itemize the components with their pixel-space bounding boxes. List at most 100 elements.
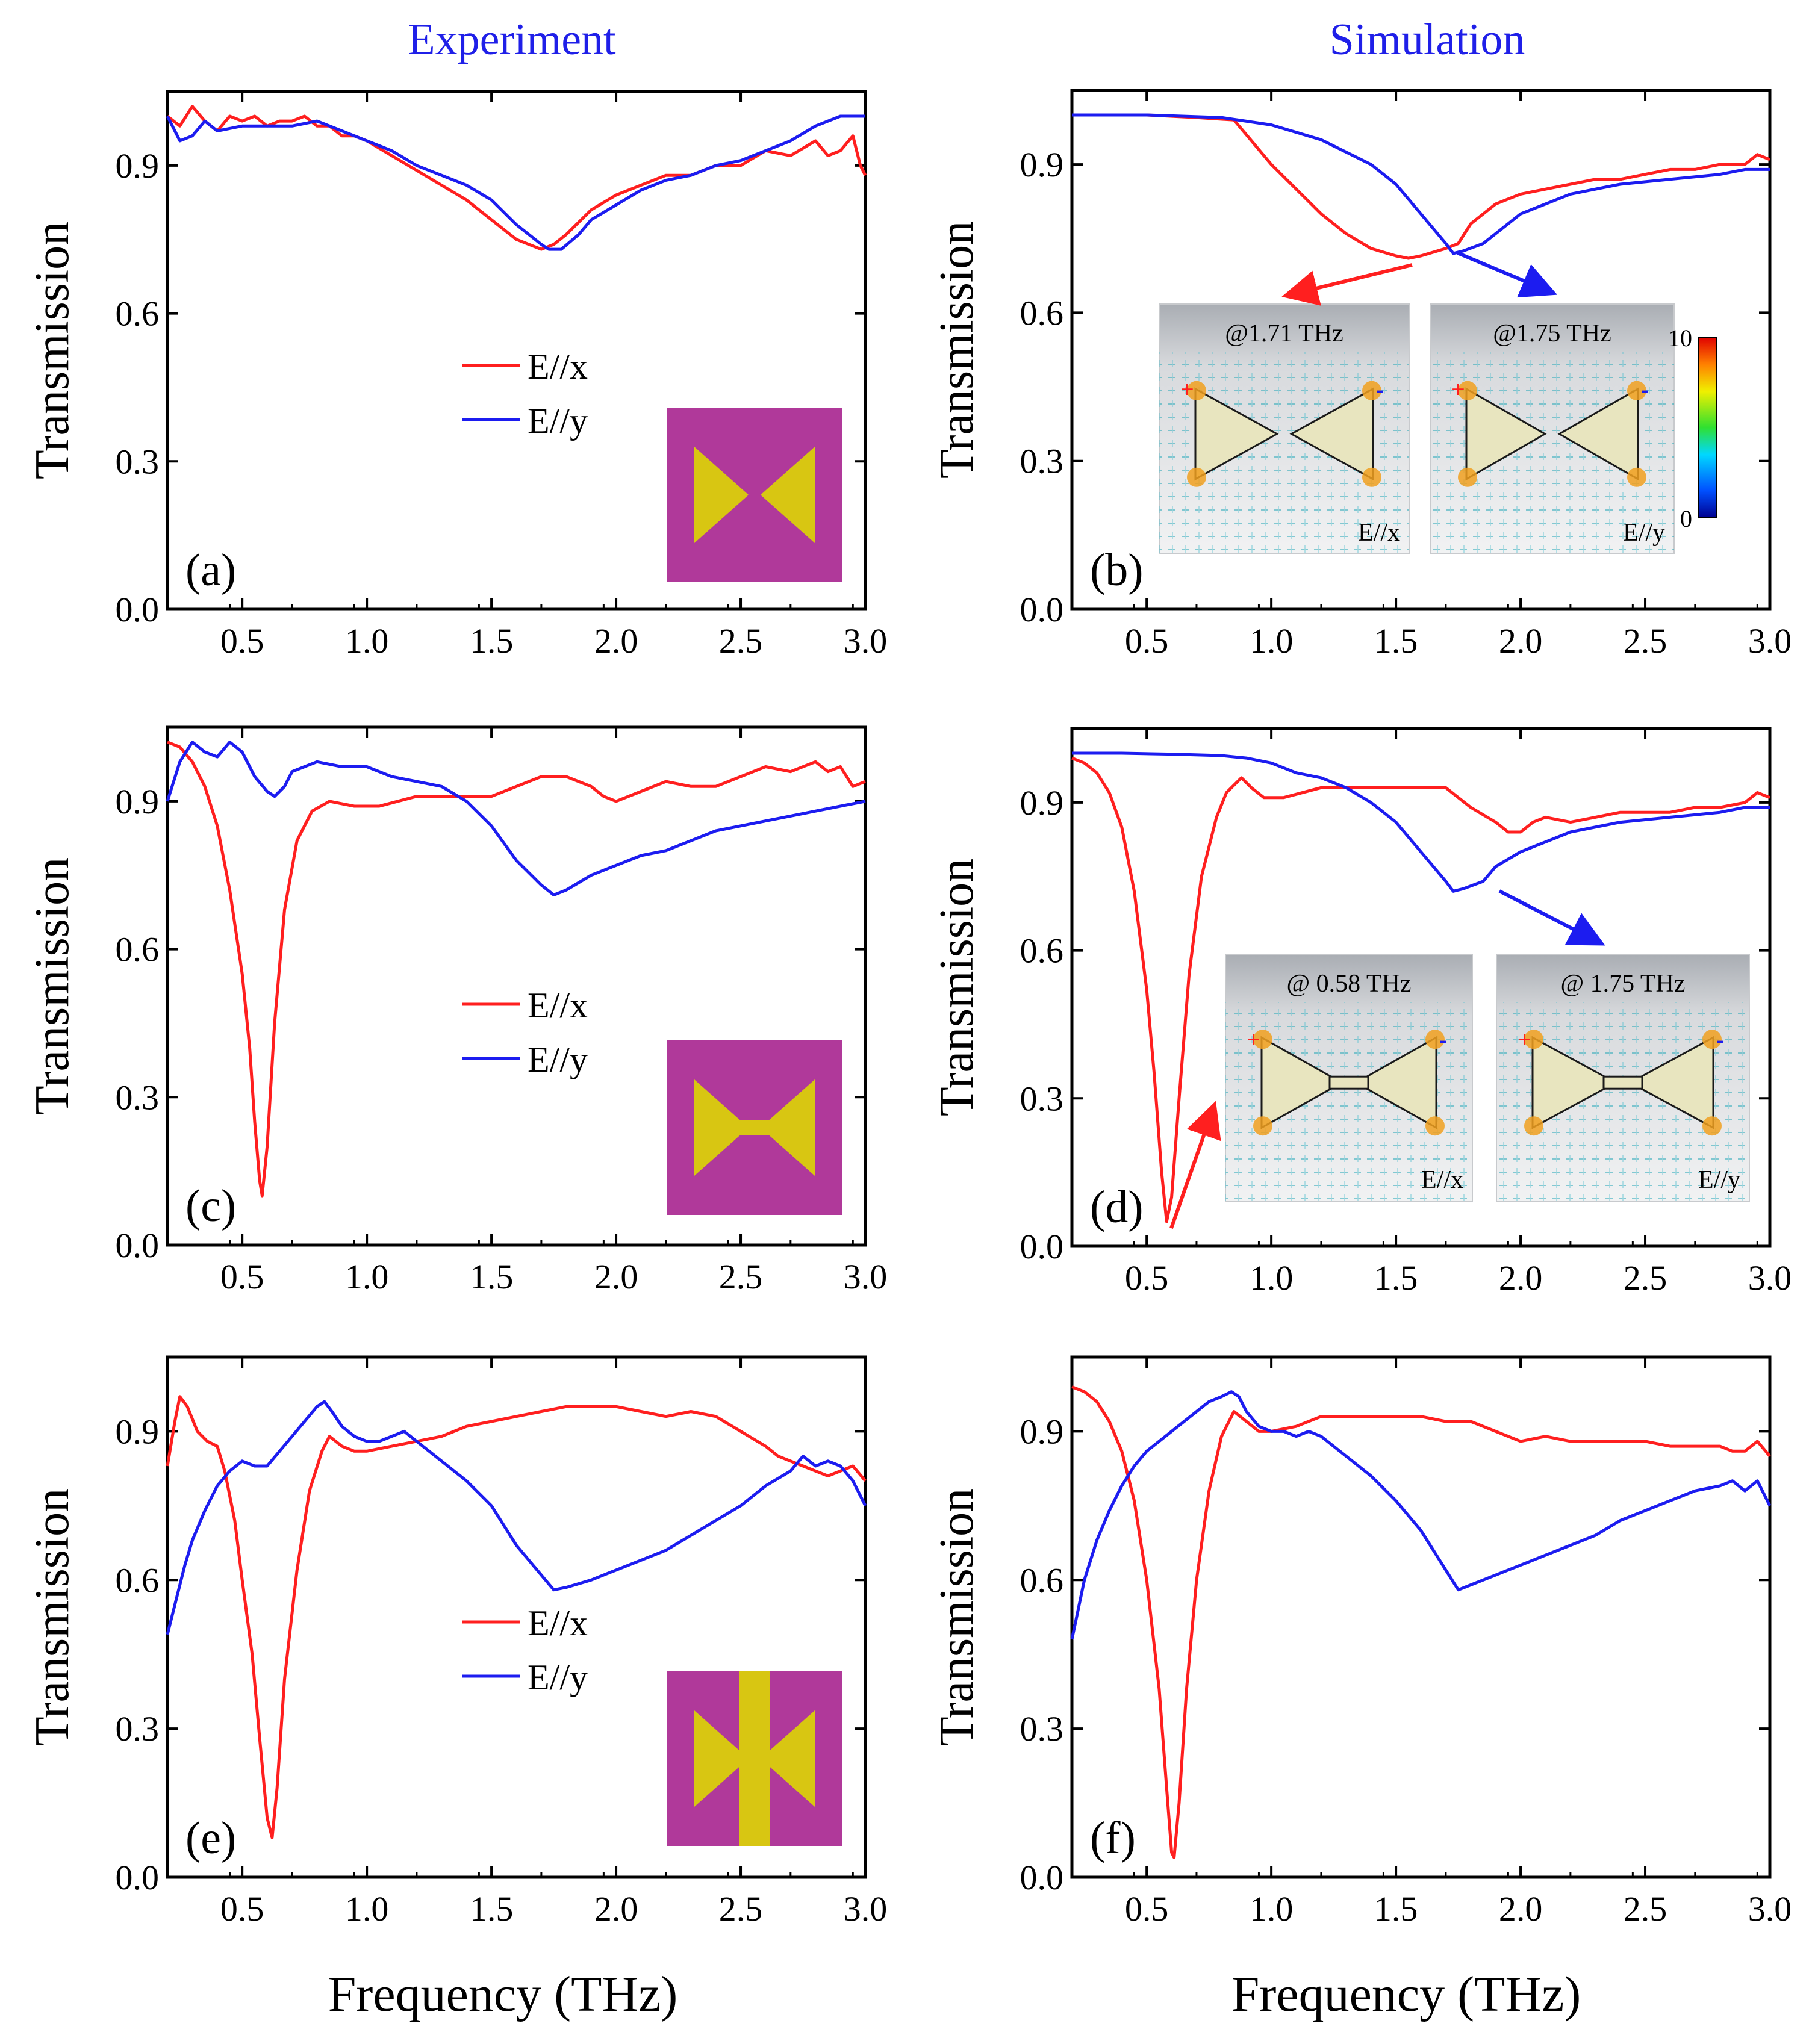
x-tick-label: 3.0	[844, 1257, 888, 1296]
y-axis-label: Transmission	[26, 1488, 79, 1746]
field-hotspot	[1458, 381, 1477, 400]
antenna-bridge	[1602, 1075, 1643, 1090]
minus-charge-marker: -	[1641, 376, 1649, 403]
x-tick-label: 3.0	[844, 621, 888, 660]
x-tick-label: 2.0	[1499, 1258, 1543, 1297]
y-tick-label: 0.3	[116, 1709, 160, 1748]
x-tick-label: 1.5	[470, 621, 514, 660]
field-map-polarization: E//y	[1623, 519, 1665, 547]
y-tick-label: 0.0	[116, 590, 160, 629]
x-tick-label: 2.5	[719, 1257, 763, 1296]
x-tick-label: 1.5	[1374, 621, 1418, 660]
y-axis-label: Transmission	[930, 1488, 983, 1746]
antenna-left-triangle	[1260, 1036, 1344, 1129]
panel-label: (e)	[185, 1813, 236, 1863]
field-hotspot	[1425, 1030, 1445, 1049]
column-title-simulation: Simulation	[1330, 15, 1525, 64]
plot-frame	[1070, 727, 1772, 1248]
series-line-ex	[1071, 1385, 1771, 1859]
field-hotspot	[1187, 467, 1206, 487]
y-axis-label: Transmission	[26, 222, 79, 479]
panel-e: 0.5 1.0 1.5 2.0 2.5 3.0 0.0 0.3 0.6 0.9 Transmissi…	[26, 1355, 887, 1928]
x-tick-label: 1.5	[1374, 1258, 1418, 1297]
bowtie-left-triangle	[694, 1710, 749, 1807]
x-tick-label: 1.0	[1250, 1889, 1294, 1928]
series-line-ey	[166, 741, 866, 896]
bowtie-right-triangle	[761, 1079, 815, 1176]
field-map: + - @1.75 THz E//y	[1430, 303, 1675, 554]
y-tick-label: 0.9	[116, 1412, 160, 1451]
y-tick-label: 0.0	[116, 1226, 160, 1265]
series-line-ex	[166, 105, 867, 251]
colorbar-max-label: 10	[1668, 325, 1692, 352]
bowtie-right-triangle	[761, 1710, 815, 1807]
y-tick-label: 0.6	[116, 930, 160, 969]
y-tick-label: 0.9	[1020, 783, 1064, 822]
bowtie-left-triangle	[694, 447, 749, 543]
xlabel-left: Frequency (THz)	[328, 1966, 678, 2022]
colorbar-min-label: 0	[1680, 505, 1692, 532]
legend-label: E//x	[528, 986, 588, 1025]
field-map-frequency: @ 0.58 THz	[1286, 970, 1411, 998]
field-map-polarization: E//x	[1358, 519, 1400, 547]
series-line-ey	[1072, 751, 1770, 893]
field-map-polarization: E//x	[1421, 1166, 1463, 1194]
x-tick-label: 1.5	[1374, 1889, 1418, 1928]
field-hotspot	[1627, 467, 1646, 487]
minus-charge-marker: -	[1376, 376, 1384, 403]
y-tick-label: 0.6	[116, 294, 160, 334]
y-tick-label: 0.3	[116, 442, 160, 481]
colorbar	[1698, 337, 1717, 518]
y-tick-label: 0.6	[1020, 931, 1064, 971]
series-line-ey	[166, 114, 865, 251]
antenna-right-triangle	[1557, 387, 1639, 481]
field-hotspot	[1362, 381, 1381, 400]
pointer-arrow-blue	[1456, 251, 1558, 298]
x-tick-label: 2.5	[1624, 1258, 1667, 1297]
x-tick-label: 1.0	[1250, 621, 1294, 660]
x-tick-label: 2.5	[719, 1889, 763, 1928]
x-tick-label: 2.0	[594, 621, 638, 660]
x-tick-label: 3.0	[1748, 621, 1792, 660]
bowtie-bridge	[733, 1120, 776, 1135]
series-line-ey	[1070, 1390, 1772, 1640]
panel-label: (b)	[1090, 545, 1144, 595]
y-tick-label: 0.3	[1020, 1709, 1064, 1748]
panel-label: (c)	[185, 1181, 236, 1231]
series-line-ex	[1072, 113, 1770, 260]
xlabel-right: Frequency (THz)	[1231, 1966, 1581, 2022]
antenna-left-triangle	[1465, 387, 1547, 481]
plot-frame	[1070, 89, 1772, 611]
field-map-polarization: E//y	[1698, 1166, 1740, 1194]
x-tick-label: 0.5	[1125, 1889, 1169, 1928]
field-hotspot	[1702, 1116, 1722, 1136]
pointer-arrow-red	[1281, 263, 1413, 306]
plus-charge-marker: +	[1247, 1026, 1260, 1053]
field-hotspot	[1187, 381, 1206, 400]
legend-label: E//y	[528, 1040, 588, 1079]
y-tick-label: 0.3	[1020, 1079, 1064, 1118]
x-tick-label: 0.5	[220, 621, 264, 660]
plus-charge-marker: +	[1180, 376, 1194, 403]
series-line-ex	[1071, 756, 1770, 1223]
series-line-ey	[166, 1400, 867, 1635]
field-hotspot	[1425, 1116, 1445, 1136]
antenna-right-triangle	[1354, 1036, 1437, 1129]
y-tick-label: 0.9	[1020, 1412, 1064, 1451]
y-tick-label: 0.6	[1020, 1561, 1064, 1600]
field-map: + - @1.71 THz E//x	[1159, 303, 1410, 554]
legend-label: E//y	[528, 1657, 588, 1697]
x-tick-label: 3.0	[1748, 1889, 1792, 1928]
x-tick-label: 2.0	[1499, 621, 1543, 660]
field-hotspot	[1362, 467, 1381, 487]
bowtie-left-triangle	[694, 1079, 749, 1176]
field-map-insets: + - @1.71 THz E//x + - @1.75 THz E//y 10 0 + - @ 0.5…	[1159, 251, 1750, 1229]
y-axis-label: Transmission	[930, 859, 983, 1116]
y-axis-label: Transmission	[26, 857, 79, 1115]
y-tick-label: 0.9	[116, 146, 160, 185]
y-tick-label: 0.0	[1020, 1858, 1064, 1897]
x-tick-label: 0.5	[220, 1257, 264, 1296]
x-tick-label: 2.5	[1624, 1889, 1667, 1928]
panel-label: (f)	[1090, 1813, 1136, 1863]
pointer-arrow-blue	[1498, 889, 1605, 946]
